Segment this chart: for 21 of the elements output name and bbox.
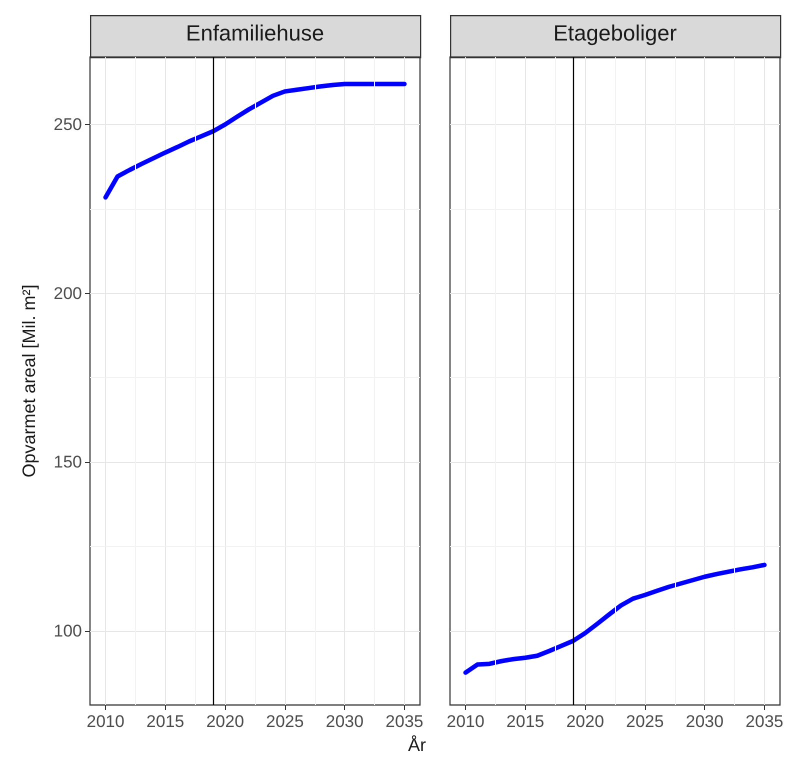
x-tick-label: 2035 [746,712,784,731]
chart-title: Enfamiliehuse [186,20,324,46]
x-tick-label: 2020 [206,712,244,731]
chart-title: Etageboliger [553,20,677,46]
y-tick-label: 250 [54,115,82,134]
x-tick-label: 2015 [506,712,544,731]
x-tick-label: 2020 [566,712,604,731]
x-tick-label: 2010 [86,712,124,731]
x-tick-label: 2035 [386,712,424,731]
y-tick-label: 150 [54,452,82,472]
y-tick-label: 100 [54,621,82,640]
x-tick-label: 2015 [146,712,184,731]
x-tick-label: 2025 [626,712,664,731]
line-series [103,82,407,200]
x-tick-label: 2030 [686,712,724,731]
y-tick-label: 200 [54,284,82,303]
x-tick-label: 2010 [446,712,484,731]
x-axis-title: År [408,735,426,755]
y-axis-title: Opvarmet areal [Mil. m²] [19,284,39,478]
x-tick-label: 2030 [326,712,364,731]
x-tick-label: 2025 [266,712,304,731]
